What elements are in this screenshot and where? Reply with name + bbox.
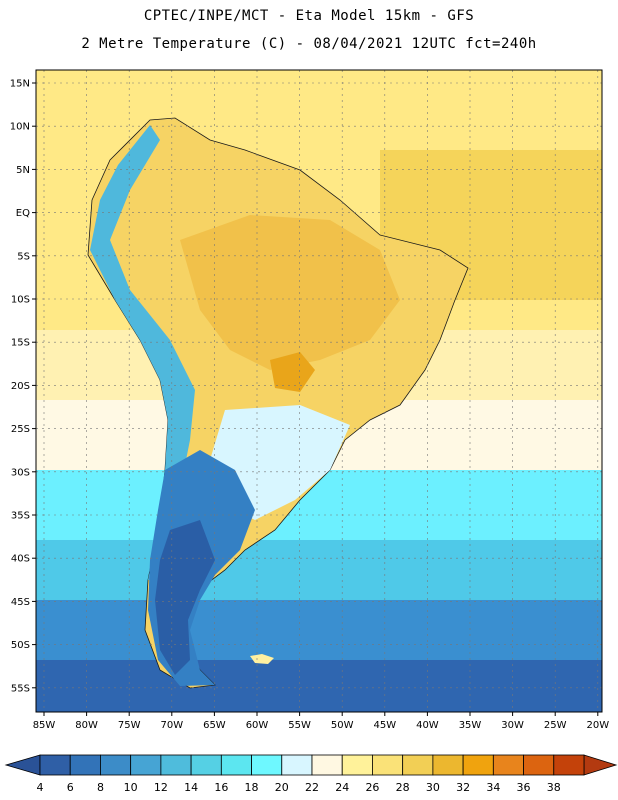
lon-label: 70W	[160, 720, 183, 731]
colorbar-swatch	[492, 754, 524, 776]
lon-label: 45W	[373, 720, 396, 731]
lon-label: 20W	[586, 720, 609, 731]
colorbar-label: 12	[154, 781, 168, 794]
colorbar-label: 28	[396, 781, 410, 794]
lon-label: 65W	[203, 720, 226, 731]
lat-label: 10S	[11, 295, 30, 306]
lat-label: 25S	[11, 424, 30, 435]
lon-label: 25W	[544, 720, 567, 731]
colorbar-swatch	[130, 754, 162, 776]
colorbar-swatch	[523, 754, 555, 776]
colorbar-label: 38	[547, 781, 561, 794]
map-subtitle: 2 Metre Temperature (C) - 08/04/2021 12U…	[81, 36, 537, 52]
max-temperature-spot	[270, 352, 315, 392]
colorbar-label: 24	[335, 781, 349, 794]
central-brazil-hot-region	[180, 215, 400, 370]
temperature-colorbar: 4 6 8 10 12 14 16 18 20 22 24 26 28 30 32 34 36 38	[4, 754, 618, 794]
colorbar-swatch	[462, 754, 494, 776]
lon-label: 35W	[459, 720, 482, 731]
lon-label: 50W	[331, 720, 354, 731]
lat-label: 5S	[17, 251, 30, 262]
colorbar-swatch	[220, 754, 252, 776]
lon-label: 75W	[118, 720, 141, 731]
ocean-deep-band	[36, 600, 602, 660]
lat-label: 20S	[11, 381, 30, 392]
colorbar-label: 18	[245, 781, 259, 794]
colorbar-label: 30	[426, 781, 440, 794]
falkland-islands	[250, 654, 274, 664]
lon-label: 60W	[246, 720, 269, 731]
lat-label: 40S	[11, 554, 30, 565]
patagonia-coldest-region	[155, 520, 215, 675]
colorbar-label: 26	[365, 781, 379, 794]
lon-label: 80W	[75, 720, 98, 731]
lat-label: 15N	[10, 79, 30, 90]
lat-label: 30S	[11, 467, 30, 478]
colorbar-swatch	[39, 754, 71, 776]
map-title: CPTEC/INPE/MCT - Eta Model 15km - GFS	[143, 8, 475, 24]
colorbar-swatch	[372, 754, 404, 776]
colorbar-label: 10	[124, 781, 138, 794]
colorbar-label: 34	[486, 781, 500, 794]
longitude-axis: 85W 80W 75W 70W 65W 60W 55W 50W 45W 40W 35W 30W 25W 2…	[33, 712, 609, 731]
colorbar-swatch	[402, 754, 434, 776]
colorbar-low-arrow	[4, 754, 41, 776]
ocean-mid-band	[36, 540, 602, 600]
map-frame	[35, 69, 603, 713]
graticule	[36, 70, 602, 712]
colorbar-swatch	[553, 754, 585, 776]
lon-label: 30W	[501, 720, 524, 731]
lat-label: 45S	[11, 597, 30, 608]
andes-cold-strip	[90, 125, 195, 580]
lat-label: 10N	[10, 122, 30, 133]
ocean-southern-band	[36, 660, 602, 712]
colorbar-swatch	[160, 754, 192, 776]
lat-label: 35S	[11, 511, 30, 522]
colorbar-swatch	[432, 754, 464, 776]
lon-label: 85W	[33, 720, 56, 731]
latitude-axis: 15N 10N 5N EQ 5S 10S 15S 20S 25S 30S 35S 40S 45S 50S 5…	[10, 79, 36, 694]
lat-label: EQ	[16, 208, 30, 219]
lat-label: 55S	[11, 683, 30, 694]
colorbar-swatch	[100, 754, 132, 776]
colorbar-swatch	[190, 754, 222, 776]
lon-label: 40W	[416, 720, 439, 731]
colorbar-swatch	[281, 754, 313, 776]
colorbar-swatch	[341, 754, 373, 776]
colorbar-label: 6	[67, 781, 74, 794]
lat-label: 50S	[11, 640, 30, 651]
lat-label: 5N	[16, 165, 30, 176]
colorbar-label: 16	[214, 781, 228, 794]
ocean-cyan-band	[36, 470, 602, 540]
colorbar-swatch	[69, 754, 101, 776]
colorbar-high-arrow	[583, 754, 618, 776]
map-field	[36, 70, 602, 712]
lon-label: 55W	[288, 720, 311, 731]
colorbar-label: 20	[275, 781, 289, 794]
colorbar-label: 8	[97, 781, 104, 794]
lat-label: 15S	[11, 338, 30, 349]
colorbar-label: 4	[37, 781, 44, 794]
colorbar-label: 22	[305, 781, 319, 794]
colorbar-swatch	[251, 754, 283, 776]
colorbar-label: 32	[456, 781, 470, 794]
colorbar-swatch	[311, 754, 343, 776]
colorbar-label: 36	[517, 781, 531, 794]
colorbar-label: 14	[184, 781, 198, 794]
